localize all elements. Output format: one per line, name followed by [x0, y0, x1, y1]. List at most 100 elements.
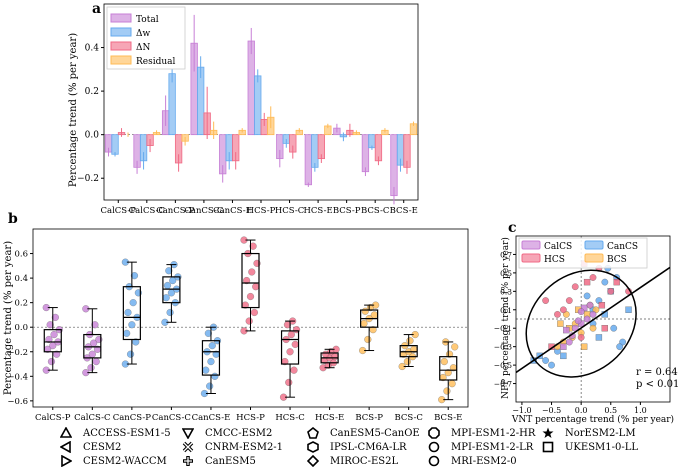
box-point: [202, 366, 210, 374]
legend-label-calcs: CalCS: [544, 242, 572, 252]
panel-b-ytick-label: −0.4: [7, 372, 28, 382]
panel-c-ytick-label: −0.1: [494, 324, 512, 333]
model-legend-item: MIROC-ES2L: [307, 455, 398, 467]
panel-b-xtick-label: HCS-P: [236, 413, 265, 423]
panel-b-ytick-label: 0.2: [14, 299, 28, 309]
model-legend-item: CanESM5: [182, 455, 256, 467]
panel-b-xtick-label: CalCS-P: [35, 413, 71, 423]
scatter-point-cancs: [548, 361, 555, 369]
box-point: [165, 267, 173, 275]
legend-label-hcs: HCS: [544, 255, 565, 265]
box-point: [249, 242, 257, 250]
panel-a-xtick-label: CanCS-C: [184, 206, 223, 216]
box-point: [443, 387, 451, 395]
legend-swatch-res: [110, 55, 132, 65]
square-icon: [542, 441, 559, 453]
scatter-point-calcs: [589, 311, 597, 318]
legend-swatch-dn: [110, 41, 132, 51]
bar-total: [247, 40, 255, 136]
box-point: [370, 311, 378, 319]
panel-b-ytick-label: 0.6: [14, 250, 28, 260]
scatter-point-hcs: [598, 302, 606, 309]
bar-dw: [111, 134, 119, 155]
panel-label-c: c: [508, 220, 517, 236]
box-body: [162, 276, 181, 304]
x-filled-icon: [182, 441, 199, 453]
box-point: [166, 308, 174, 317]
scatter-point-hcs: [613, 278, 620, 286]
scatter-point-calcs: [560, 343, 567, 350]
model-legend-label: IPSL-CM6A-LR: [330, 441, 407, 453]
bar-dw: [168, 73, 176, 136]
box-point: [129, 299, 137, 307]
panel-b-xtick-label: BCS-E: [434, 413, 462, 423]
legend-swatch-total: [110, 13, 132, 23]
box-point: [444, 369, 452, 377]
legend-label-total: Total: [136, 15, 159, 25]
scatter-point-calcs: [583, 315, 591, 323]
triangle-up-icon: [60, 427, 77, 439]
hexagon-icon: [307, 441, 324, 453]
model-legend-item: NorESM2-LM: [542, 427, 636, 439]
box-point: [285, 378, 293, 386]
box-point: [211, 372, 219, 380]
scatter-point-hcs: [577, 334, 585, 341]
bar-total: [361, 134, 370, 173]
model-legend-item: MRI-ESM2-0: [428, 455, 517, 467]
model-legend-label: MRI-ESM2-0: [451, 455, 517, 467]
octagon-icon: [428, 427, 445, 439]
box-point: [51, 313, 59, 321]
box-point: [128, 321, 136, 329]
box-point: [88, 350, 96, 358]
scatter-point-bcs: [589, 324, 597, 332]
regression-line: [516, 266, 670, 374]
box-body: [83, 333, 102, 359]
box-point: [123, 329, 131, 337]
model-legend-item: MPI-ESM1-2-HR: [428, 427, 535, 439]
panel-b-ytick-label: 0.4: [14, 274, 28, 284]
panel-c-xtick-label: 0.5: [604, 406, 617, 415]
pentagon-icon: [307, 427, 324, 439]
model-legend-item: UKESM1-0-LL: [542, 441, 638, 453]
scatter-point-hcs: [560, 306, 567, 314]
box-point: [440, 358, 448, 366]
model-legend-item: IPSL-CM6A-LR: [307, 441, 407, 453]
model-legend-label: UKESM1-0-LL: [565, 441, 639, 453]
bar-dw: [254, 75, 262, 136]
box-point: [204, 329, 212, 337]
diamond-icon: [307, 455, 324, 467]
legend-swatch-hcs: [521, 253, 541, 263]
triangle-right-icon: [60, 455, 77, 467]
model-legend-label: CanESM5: [205, 455, 256, 467]
panel-b-xtick-label: CalCS-C: [74, 413, 110, 423]
triangle-left-icon: [60, 441, 77, 453]
panel-a-xtick-label: HCS-P: [247, 206, 276, 216]
scatter-point-hcs: [589, 274, 597, 281]
scatter-point-hcs: [542, 297, 549, 304]
box-point: [246, 292, 255, 301]
panel-c-ytick-label: 0.7: [500, 250, 512, 259]
scatter-point-bcs: [557, 320, 564, 327]
panel-b-ylabel: Percentage trend (% per year): [3, 241, 14, 395]
model-legend-item: ACCESS-ESM1-5: [60, 427, 171, 439]
panel-c-ytick-label: −0.3: [494, 343, 512, 352]
legend-label-res: Residual: [136, 57, 176, 67]
box-point: [91, 321, 99, 329]
panel-c-xtick-label: 0.0: [575, 406, 588, 415]
box-point: [92, 358, 100, 366]
box-point: [130, 272, 139, 280]
panel-c-scatter-plot: −1.0 −0.5 0.0 0.5 1.0 −0.7 −0.5 −0.3 −0.1 0.1 0.3 0…: [494, 235, 671, 415]
panel-a-xtick-label: BCS-E: [390, 206, 418, 216]
box-point: [364, 335, 372, 344]
panel-c-xtick-label: −1.0: [512, 406, 531, 415]
panel-b-ytick-label: −0.2: [7, 348, 28, 358]
scatter-point-calcs: [577, 308, 585, 315]
model-legend-item: CNRM-ESM2-1: [182, 441, 283, 453]
model-legend-item: CESM2-WACCM: [60, 455, 167, 467]
model-legend-item: MPI-ESM1-2-LR: [428, 441, 533, 453]
box-point: [47, 358, 56, 366]
box-body: [439, 356, 458, 381]
box-point: [207, 358, 215, 366]
bar-total: [390, 134, 398, 197]
panel-c-frame: [515, 235, 671, 403]
